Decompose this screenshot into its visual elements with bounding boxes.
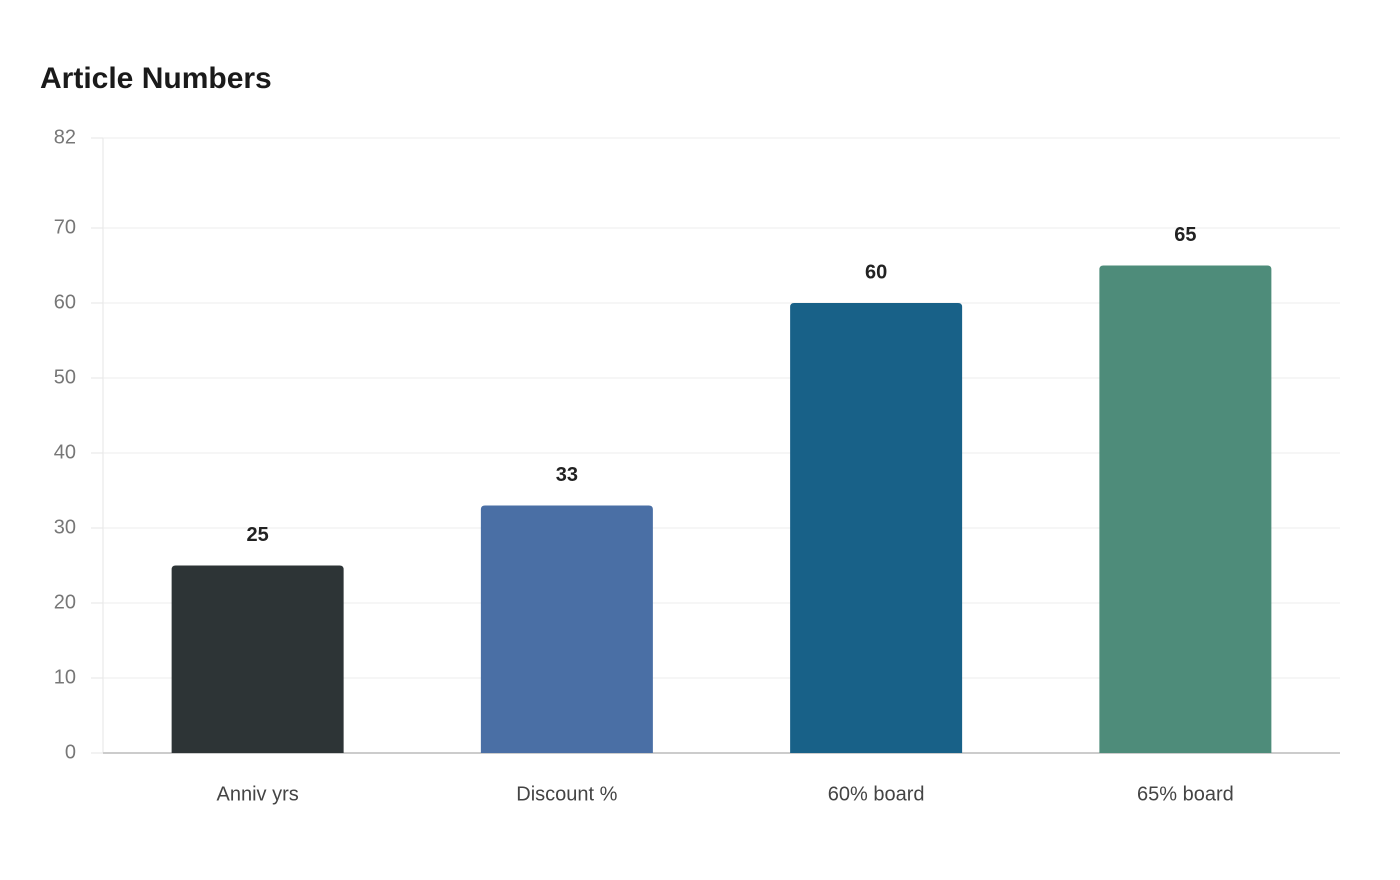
chart-title: Article Numbers xyxy=(40,62,272,95)
value-label: 65 xyxy=(1174,224,1196,246)
y-tick-label: 10 xyxy=(54,666,76,688)
value-label: 60 xyxy=(865,261,887,283)
y-tick-label: 30 xyxy=(54,516,76,538)
value-label: 33 xyxy=(556,464,578,486)
x-tick-label: Discount % xyxy=(516,783,617,805)
y-tick-label: 0 xyxy=(65,741,76,763)
bar xyxy=(171,565,344,753)
value-label: 25 xyxy=(247,524,269,546)
y-tick-label: 20 xyxy=(54,591,76,613)
x-tick-label: 65% board xyxy=(1137,783,1234,805)
x-tick-label: 60% board xyxy=(828,783,925,805)
x-tick-label: Anniv yrs xyxy=(217,783,299,805)
y-tick-label: 82 xyxy=(54,126,76,148)
y-tick-label: 50 xyxy=(54,366,76,388)
y-tick-label: 60 xyxy=(54,291,76,313)
y-tick-label: 70 xyxy=(54,216,76,238)
bar xyxy=(1099,265,1272,753)
y-tick-label: 40 xyxy=(54,441,76,463)
bar xyxy=(480,505,653,753)
bar xyxy=(790,303,963,753)
